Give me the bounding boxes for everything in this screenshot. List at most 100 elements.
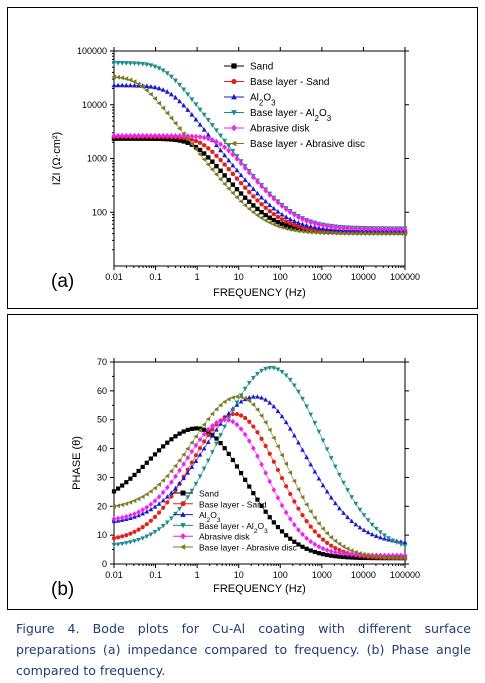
data-point bbox=[283, 373, 289, 378]
data-point bbox=[148, 132, 154, 139]
data-point bbox=[292, 222, 297, 228]
data-point bbox=[217, 176, 223, 182]
data-point bbox=[140, 84, 145, 90]
legend-marker bbox=[230, 140, 237, 147]
series-line bbox=[113, 396, 406, 559]
data-point bbox=[353, 549, 358, 555]
data-point bbox=[263, 366, 268, 372]
data-point bbox=[263, 217, 268, 223]
data-point bbox=[230, 408, 236, 413]
data-point bbox=[132, 472, 137, 478]
data-point bbox=[361, 513, 367, 518]
data-point bbox=[353, 225, 359, 232]
data-point bbox=[164, 494, 170, 499]
series-line bbox=[113, 419, 405, 556]
data-point bbox=[185, 107, 191, 112]
data-point bbox=[197, 474, 203, 479]
data-point bbox=[148, 501, 154, 508]
data-point bbox=[365, 518, 371, 523]
data-point bbox=[250, 209, 256, 215]
data-point bbox=[250, 402, 256, 408]
data-point bbox=[218, 157, 223, 163]
data-point bbox=[251, 203, 256, 208]
data-point bbox=[398, 555, 403, 561]
data-point bbox=[193, 426, 199, 431]
data-point bbox=[226, 417, 232, 423]
data-point bbox=[357, 507, 363, 513]
data-point bbox=[213, 171, 219, 177]
data-point bbox=[271, 459, 276, 464]
data-point bbox=[177, 138, 182, 143]
data-point bbox=[279, 502, 285, 509]
data-point bbox=[222, 399, 227, 405]
data-point bbox=[202, 427, 207, 432]
data-point bbox=[365, 226, 371, 232]
data-point bbox=[353, 521, 359, 527]
x-tick-label: 0.01 bbox=[105, 272, 123, 282]
data-point bbox=[123, 501, 129, 506]
data-point bbox=[132, 529, 137, 534]
data-point bbox=[123, 76, 129, 82]
data-point bbox=[128, 540, 133, 545]
data-point bbox=[160, 478, 166, 483]
data-point bbox=[283, 219, 289, 224]
x-tick-label: 1 bbox=[195, 570, 200, 580]
data-point bbox=[320, 545, 326, 552]
data-point bbox=[386, 536, 391, 541]
data-point bbox=[226, 143, 232, 149]
data-point bbox=[259, 194, 264, 200]
data-point bbox=[247, 484, 252, 489]
data-point bbox=[369, 553, 375, 559]
data-point bbox=[177, 506, 182, 512]
data-point bbox=[271, 403, 277, 409]
data-point bbox=[247, 199, 252, 204]
data-point bbox=[148, 506, 154, 512]
data-point bbox=[222, 173, 227, 178]
data-point bbox=[255, 453, 260, 459]
data-point bbox=[205, 426, 211, 433]
x-tick-label: 0.01 bbox=[105, 570, 123, 580]
data-point bbox=[345, 546, 350, 552]
data-point bbox=[213, 406, 219, 412]
data-point bbox=[263, 420, 268, 425]
data-point bbox=[259, 395, 264, 400]
data-point bbox=[246, 380, 252, 386]
data-point bbox=[181, 139, 186, 144]
data-point bbox=[230, 149, 236, 154]
data-point bbox=[111, 132, 117, 139]
data-point bbox=[296, 226, 301, 231]
data-point bbox=[234, 400, 240, 405]
data-point bbox=[303, 229, 309, 235]
data-point bbox=[316, 476, 322, 481]
data-point bbox=[267, 515, 272, 520]
data-point bbox=[304, 519, 309, 524]
data-point bbox=[197, 140, 203, 146]
data-point bbox=[242, 195, 248, 200]
data-point bbox=[336, 230, 342, 236]
data-point bbox=[123, 132, 129, 139]
data-point bbox=[345, 551, 350, 557]
data-point bbox=[267, 191, 273, 198]
data-point bbox=[144, 504, 150, 511]
data-point bbox=[144, 460, 149, 465]
data-point bbox=[168, 91, 174, 97]
data-point bbox=[275, 199, 281, 206]
data-point bbox=[181, 475, 186, 481]
data-point bbox=[136, 496, 141, 502]
data-point bbox=[242, 386, 248, 392]
data-point bbox=[177, 458, 182, 463]
data-point bbox=[177, 82, 182, 88]
data-point bbox=[156, 100, 162, 106]
data-point bbox=[160, 497, 166, 503]
data-point bbox=[251, 194, 256, 199]
data-point bbox=[247, 419, 252, 424]
data-point bbox=[169, 137, 174, 142]
data-point bbox=[361, 226, 367, 232]
data-point bbox=[156, 132, 162, 139]
data-point bbox=[271, 435, 276, 441]
legend-label: Sand bbox=[250, 62, 273, 73]
data-point bbox=[234, 176, 240, 181]
data-point bbox=[201, 127, 207, 132]
data-point bbox=[394, 231, 399, 237]
data-point bbox=[144, 522, 149, 527]
